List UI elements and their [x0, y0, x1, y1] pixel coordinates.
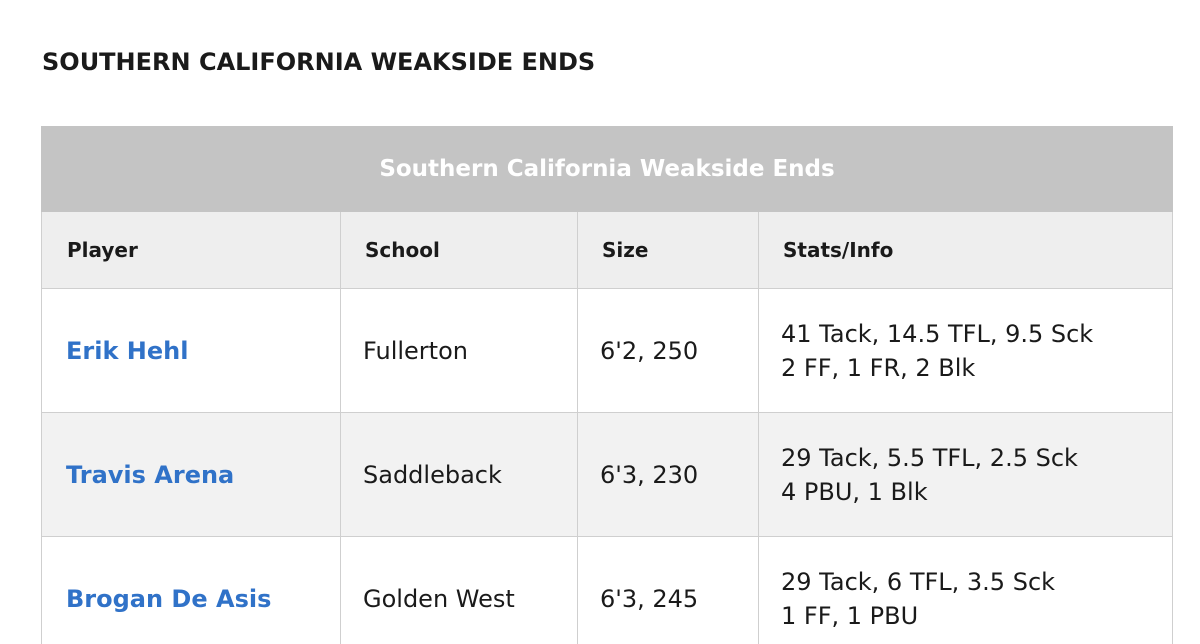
stats-table: Southern California Weakside Ends Player… — [40, 126, 1174, 644]
stats-line: 4 PBU, 1 Blk — [781, 477, 928, 506]
stats-line: 41 Tack, 14.5 TFL, 9.5 Sck — [781, 319, 1094, 348]
stats-line: 29 Tack, 6 TFL, 3.5 Sck — [781, 567, 1056, 596]
column-header-school: School — [340, 211, 578, 289]
stats-cell: 41 Tack, 14.5 TFL, 9.5 Sck 2 FF, 1 FR, 2… — [757, 288, 1174, 413]
school-cell: Saddleback — [340, 412, 578, 537]
size-cell: 6'3, 245 — [577, 536, 759, 644]
school-cell: Fullerton — [340, 288, 578, 413]
school-cell: Golden West — [340, 536, 578, 644]
table-header-row: Player School Size Stats/Info — [41, 211, 1174, 289]
table-row: Erik Hehl Fullerton 6'2, 250 41 Tack, 14… — [41, 288, 1174, 413]
size-cell: 6'3, 230 — [577, 412, 759, 537]
stats-line: 2 FF, 1 FR, 2 Blk — [781, 353, 976, 382]
table-caption: Southern California Weakside Ends — [40, 126, 1174, 212]
player-cell: Travis Arena — [41, 412, 341, 537]
stats-table-container: Southern California Weakside Ends Player… — [40, 126, 1174, 644]
column-header-player: Player — [41, 211, 341, 289]
table-row: Brogan De Asis Golden West 6'3, 245 29 T… — [41, 536, 1174, 644]
player-link-travis-arena[interactable]: Travis Arena — [66, 460, 235, 489]
stats-cell: 29 Tack, 5.5 TFL, 2.5 Sck 4 PBU, 1 Blk — [757, 412, 1174, 537]
player-cell: Brogan De Asis — [41, 536, 341, 644]
page-title: SOUTHERN CALIFORNIA WEAKSIDE ENDS — [42, 48, 596, 76]
table-row: Travis Arena Saddleback 6'3, 230 29 Tack… — [41, 412, 1174, 537]
player-cell: Erik Hehl — [41, 288, 341, 413]
player-link-erik-hehl[interactable]: Erik Hehl — [66, 336, 189, 365]
column-header-stats: Stats/Info — [757, 211, 1174, 289]
stats-cell: 29 Tack, 6 TFL, 3.5 Sck 1 FF, 1 PBU — [757, 536, 1174, 644]
table-caption-row: Southern California Weakside Ends — [40, 126, 1174, 212]
stats-line: 1 FF, 1 PBU — [781, 601, 919, 630]
size-cell: 6'2, 250 — [577, 288, 759, 413]
column-header-size: Size — [577, 211, 759, 289]
stats-line: 29 Tack, 5.5 TFL, 2.5 Sck — [781, 443, 1078, 472]
player-link-brogan-de-asis[interactable]: Brogan De Asis — [66, 584, 272, 613]
